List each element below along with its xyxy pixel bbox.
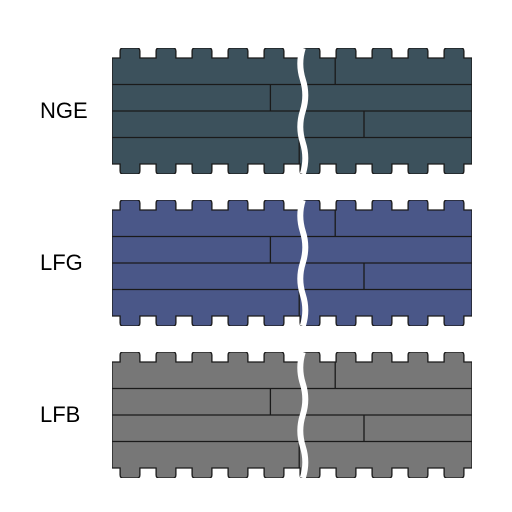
belt-label: LFB (40, 404, 80, 426)
belt-illustration (112, 48, 472, 174)
belt-types-diagram: NGE LFG LFB (0, 0, 512, 512)
belt-label: LFG (40, 252, 83, 274)
belt-illustration (112, 352, 472, 478)
belt-illustration (112, 200, 472, 326)
belt-label: NGE (40, 100, 88, 122)
